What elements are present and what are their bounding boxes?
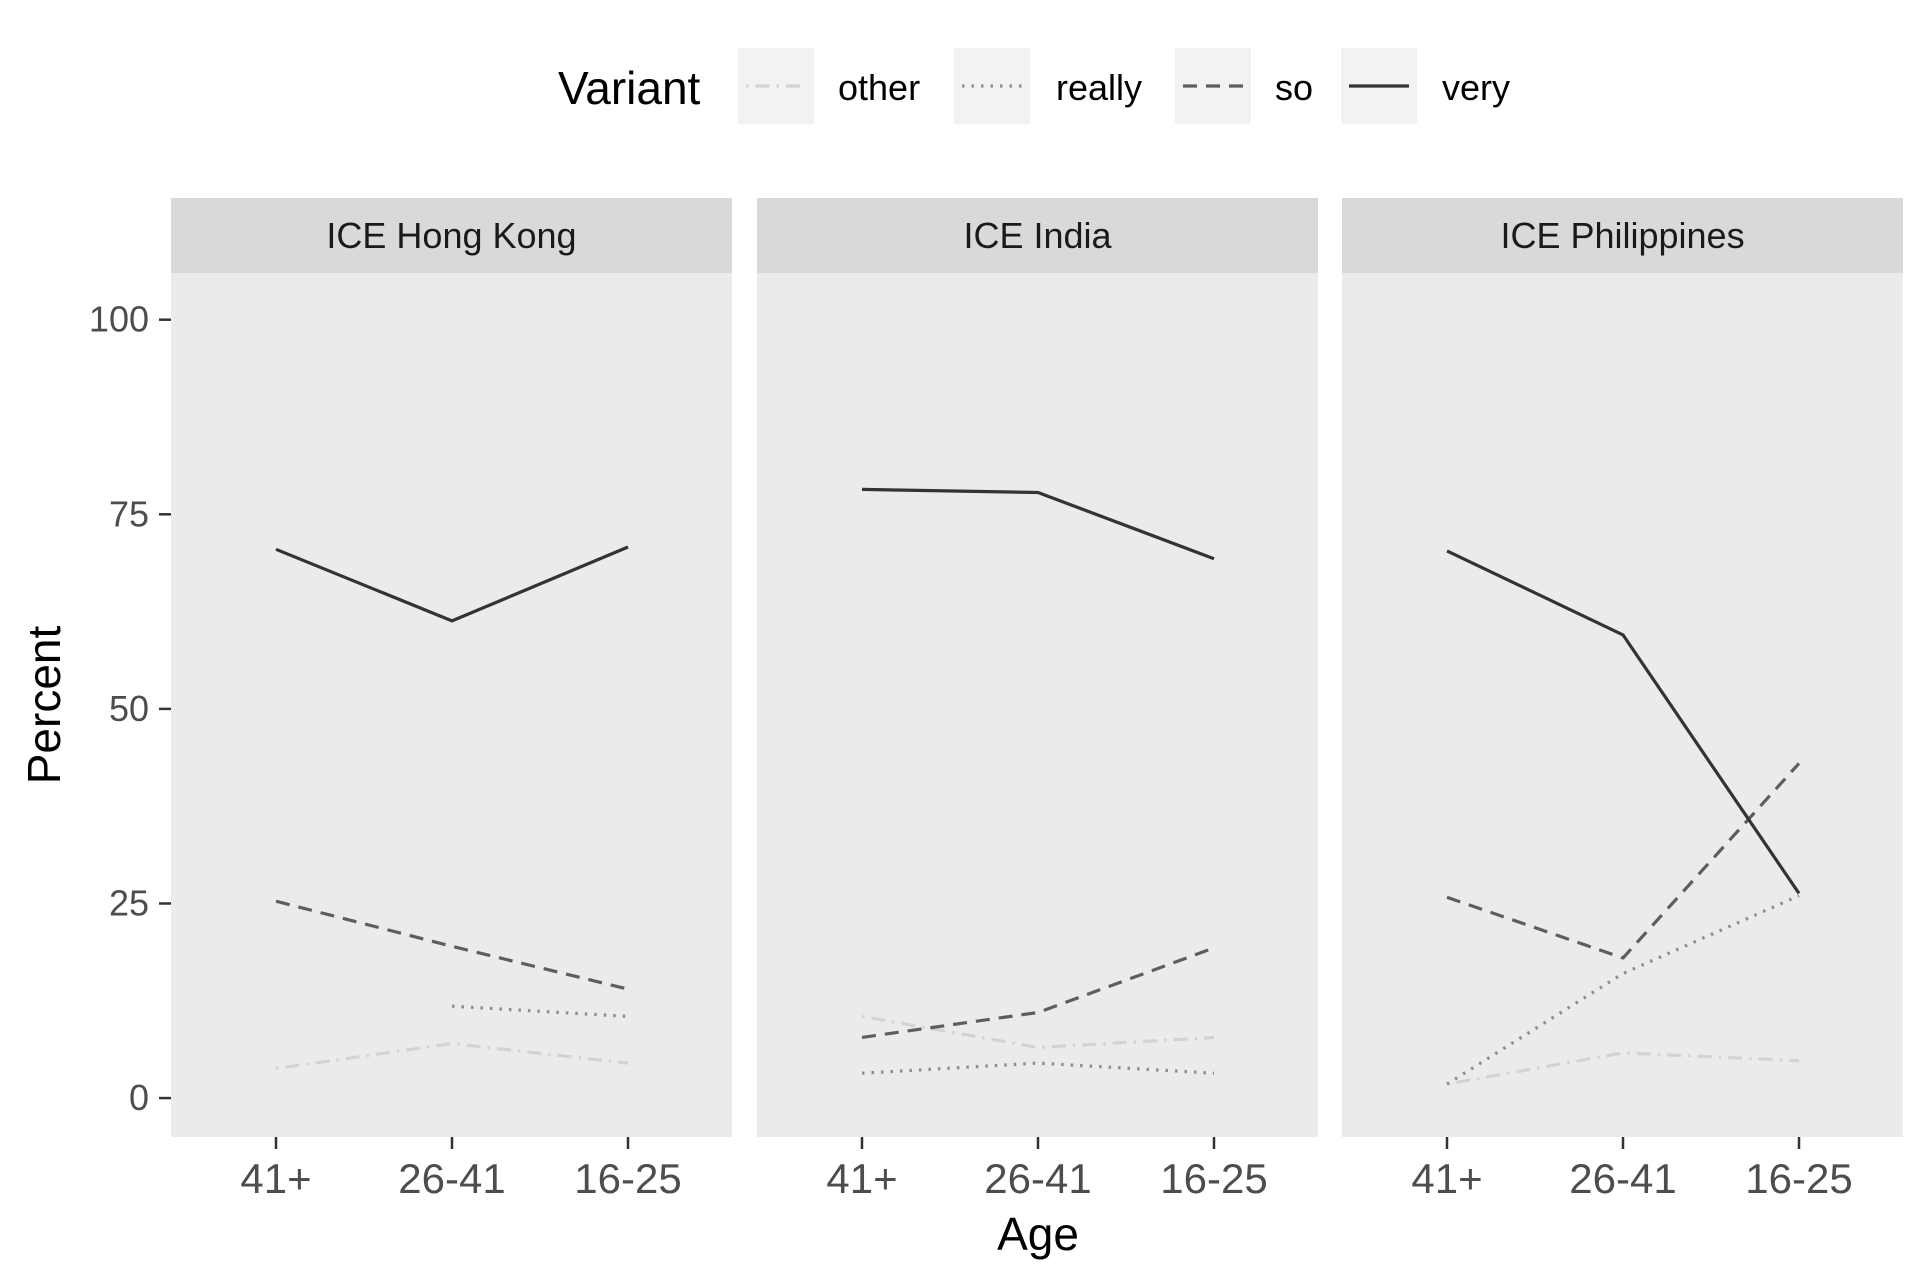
legend-label-really: really [1056,67,1142,108]
legend: Variant other really so very [558,48,1510,124]
legend-label-very: very [1442,67,1510,108]
panel-background [171,273,732,1137]
series-line-really [861,1061,1215,1075]
legend-keys: other really so very [738,48,1510,124]
facet-strip [757,198,1318,273]
y-tick-label: 0 [129,1077,149,1118]
x-tick-label: 26-41 [398,1155,505,1202]
panels: ICE Hong Kong 41+ 26-41 16-25 ICE India 41+ 26… [171,198,1903,1202]
panel-ice-hong-kong: ICE Hong Kong 41+ 26-41 16-25 [171,198,732,1202]
series-line-very [861,487,1215,561]
y-tick-label: 75 [109,493,149,534]
series-line-so [1446,762,1801,960]
panel-background [1342,273,1903,1137]
series-line-so [861,946,1215,1039]
x-tick-label: 16-25 [1160,1155,1267,1202]
x-tick-label: 26-41 [984,1155,1091,1202]
facet-strip [1342,198,1903,273]
legend-key-other [738,48,814,124]
facet-title: ICE Hong Kong [326,215,576,256]
y-tick-label: 50 [109,688,149,729]
panel-background [757,273,1318,1137]
x-tick-label: 16-25 [574,1155,681,1202]
panel-ice-india: ICE India 41+ 26-41 16-25 [757,198,1318,1202]
series-line-other [275,1041,629,1071]
facet-title: ICE Philippines [1500,215,1744,256]
facet-strip [171,198,732,273]
legend-label-so: so [1275,67,1313,108]
y-axis: 0 25 50 75 100 [89,299,171,1118]
series-line-very [275,545,629,623]
x-tick-label: 16-25 [1745,1155,1852,1202]
facet-title: ICE India [963,215,1112,256]
x-tick-label: 26-41 [1569,1155,1676,1202]
series-line-other [861,1014,1215,1050]
x-axis-title: Age [997,1208,1079,1260]
x-tick-label: 41+ [826,1155,897,1202]
series-line-really [451,1004,629,1018]
panel-ice-philippines: ICE Philippines 41+ 26-41 16-25 [1342,198,1903,1202]
x-tick-label: 41+ [240,1155,311,1202]
series-line-other [1446,1051,1800,1086]
legend-title: Variant [558,62,701,114]
x-tick-label: 41+ [1411,1155,1482,1202]
y-tick-label: 100 [89,299,149,340]
series-line-very [1446,549,1801,895]
y-axis-title: Percent [18,626,70,785]
y-tick-label: 25 [109,882,149,923]
legend-label-other: other [838,67,920,108]
series-line-so [275,899,629,991]
